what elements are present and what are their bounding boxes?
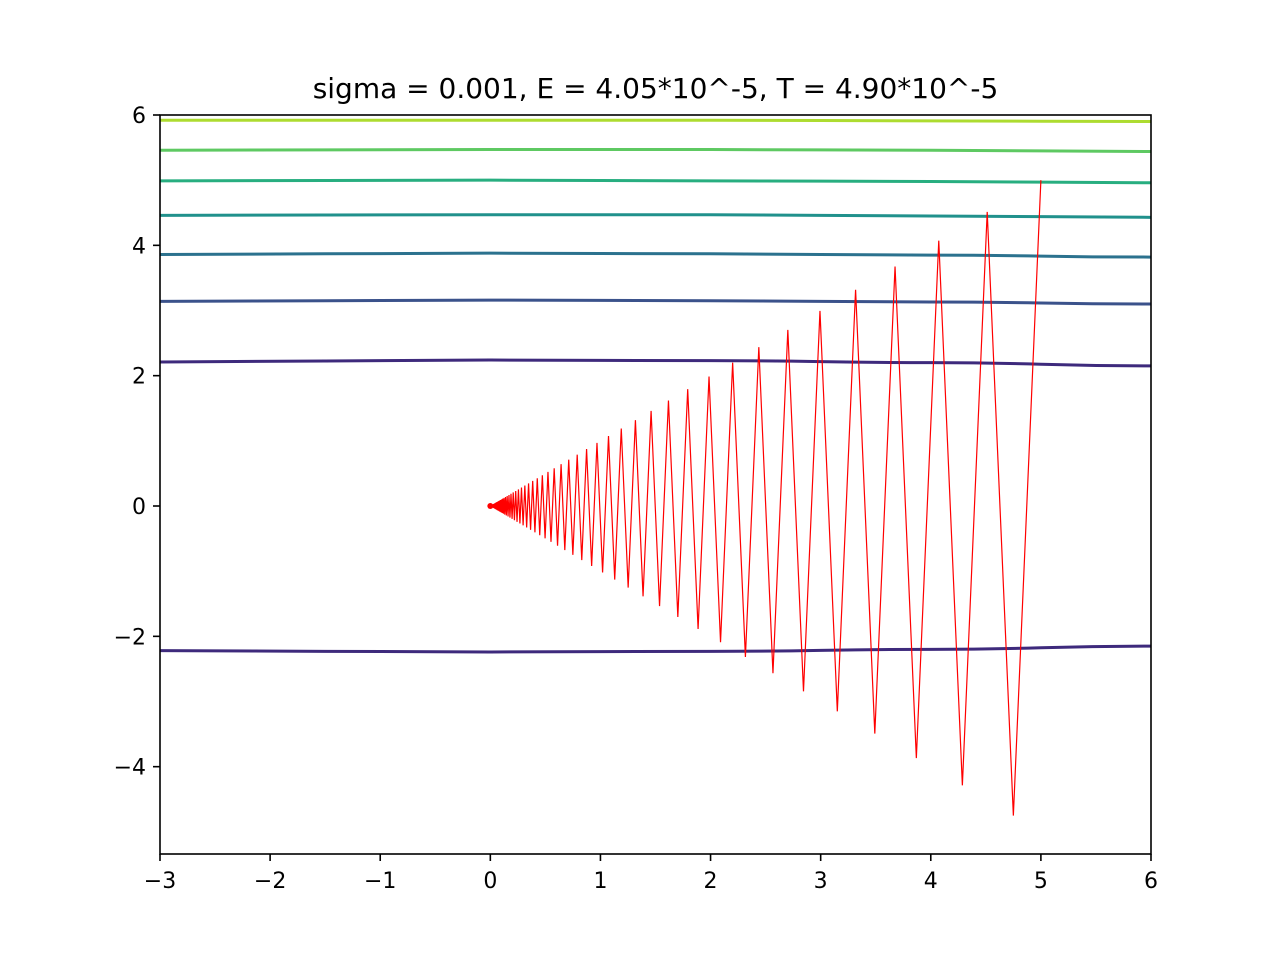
- y-axis: −4 −2 0 2 4 6: [114, 104, 160, 781]
- contour-line-6: [160, 148, 1151, 153]
- axes-frame: [159, 114, 1152, 855]
- y-tick-label: −2: [114, 625, 146, 650]
- x-tick-label: 3: [814, 869, 828, 894]
- y-tick-label: −4: [114, 756, 146, 781]
- trajectory-endpoint: [487, 503, 494, 510]
- y-tick-label: 0: [132, 495, 146, 520]
- y-tick-label: 2: [132, 365, 146, 390]
- contour-line-4: [160, 213, 1151, 219]
- x-tick-label: 5: [1034, 869, 1048, 894]
- contour-line-2: [160, 298, 1151, 306]
- x-axis: −3 −2 −1 0 1 2 3 4 5 6: [144, 854, 1158, 894]
- chart-title: sigma = 0.001, E = 4.05*10^-5, T = 4.90*…: [313, 72, 999, 105]
- x-tick-label: 2: [704, 869, 718, 894]
- x-tick-label: 0: [483, 869, 497, 894]
- x-tick-label: 4: [924, 869, 938, 894]
- y-tick-label: 6: [132, 104, 146, 129]
- contour-line-0: [160, 644, 1151, 654]
- x-tick-label: −1: [364, 869, 396, 894]
- x-tick-label: −3: [144, 869, 176, 894]
- contour-line-1: [160, 358, 1151, 368]
- x-tick-label: 1: [593, 869, 607, 894]
- x-tick-label: −2: [254, 869, 286, 894]
- contour-line-5: [160, 178, 1151, 185]
- plot-area: [160, 118, 1151, 816]
- gradient-trajectory: [490, 180, 1042, 816]
- contour-line-3: [160, 251, 1151, 259]
- x-tick-label: 6: [1144, 869, 1158, 894]
- contour-line-7: [160, 118, 1151, 124]
- y-tick-label: 4: [132, 234, 146, 259]
